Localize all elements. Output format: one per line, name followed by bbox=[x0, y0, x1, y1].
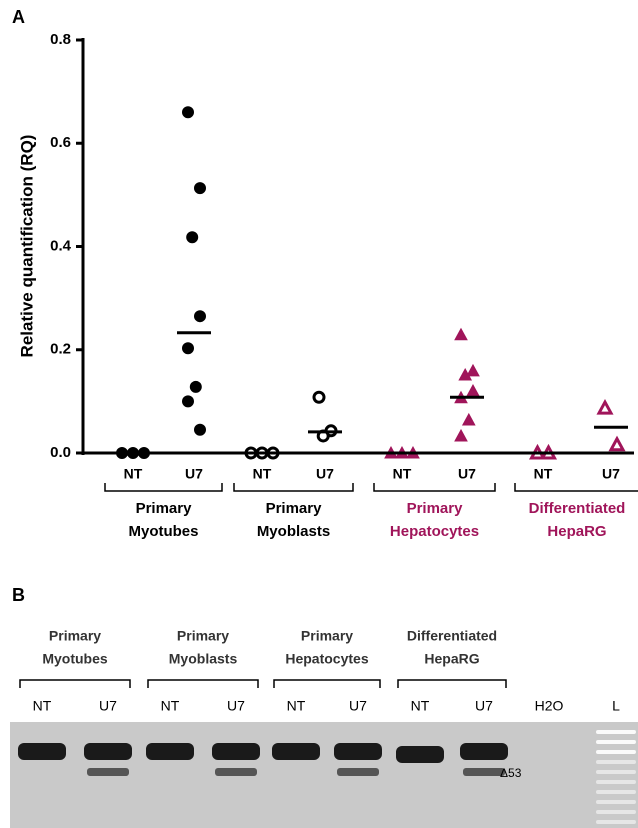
gel-bracket bbox=[19, 679, 131, 688]
data-point bbox=[194, 310, 206, 323]
y-tick-label: 0.4 bbox=[50, 237, 72, 254]
data-point bbox=[182, 106, 194, 119]
gel-band bbox=[272, 743, 320, 760]
group-label: Myoblasts bbox=[257, 523, 330, 540]
lane-label: L bbox=[612, 698, 620, 714]
category-label: NT bbox=[534, 466, 553, 482]
group-label: Differentiated bbox=[529, 500, 626, 517]
lane-label: NT bbox=[161, 698, 180, 714]
lane-label: U7 bbox=[349, 698, 367, 714]
category-label: U7 bbox=[602, 466, 620, 482]
ladder-band bbox=[596, 730, 636, 734]
ladder-band bbox=[596, 800, 636, 804]
data-point bbox=[189, 380, 202, 393]
data-point bbox=[466, 363, 480, 377]
data-point bbox=[182, 395, 194, 408]
y-tick-label: 0.2 bbox=[50, 341, 71, 358]
group-bracket bbox=[104, 483, 223, 492]
data-point bbox=[194, 182, 206, 195]
panel-label: B bbox=[12, 585, 25, 605]
category-label: U7 bbox=[185, 466, 203, 482]
ladder-band bbox=[596, 740, 636, 744]
group-bracket bbox=[514, 483, 638, 492]
group-label: Primary bbox=[136, 500, 193, 517]
gel-group-label: Differentiated bbox=[407, 628, 497, 644]
group-bracket bbox=[233, 483, 354, 492]
gel-band bbox=[146, 743, 194, 760]
group-bracket bbox=[373, 483, 496, 492]
band-label: Δ53 bbox=[500, 766, 522, 780]
data-point bbox=[182, 342, 194, 355]
gel-band bbox=[334, 743, 382, 760]
ladder-band bbox=[596, 760, 636, 764]
gel-band bbox=[212, 743, 260, 760]
ladder-band bbox=[596, 810, 636, 814]
gel-group-label: Primary bbox=[301, 628, 353, 644]
group-label: Primary bbox=[407, 500, 464, 517]
group-label: HepaRG bbox=[547, 523, 606, 540]
y-axis-title: Relative quantification (RQ) bbox=[17, 135, 36, 358]
gel-band bbox=[18, 743, 66, 760]
category-label: U7 bbox=[458, 466, 476, 482]
category-label: NT bbox=[253, 466, 272, 482]
lane-label: U7 bbox=[99, 698, 117, 714]
gel-band-small bbox=[337, 768, 379, 776]
gel-band-small bbox=[87, 768, 129, 776]
ladder-band bbox=[596, 780, 636, 784]
ladder-band bbox=[596, 790, 636, 794]
data-point bbox=[466, 384, 480, 397]
lane-label: H2O bbox=[535, 698, 564, 714]
data-point bbox=[194, 423, 206, 436]
lane-label: NT bbox=[287, 698, 306, 714]
gel-group-label: Myotubes bbox=[42, 651, 108, 667]
ladder-band bbox=[596, 770, 636, 774]
panel-label: A bbox=[12, 7, 25, 27]
group-label: Primary bbox=[266, 500, 323, 517]
category-label: NT bbox=[393, 466, 412, 482]
ladder-band bbox=[596, 750, 636, 754]
group-label: Myotubes bbox=[128, 523, 198, 540]
category-label: NT bbox=[124, 466, 143, 482]
gel-bracket bbox=[147, 679, 259, 688]
data-point bbox=[454, 327, 468, 341]
ladder-band bbox=[596, 820, 636, 824]
y-tick-label: 0.8 bbox=[50, 31, 71, 48]
category-label: U7 bbox=[316, 466, 334, 482]
data-point bbox=[454, 428, 468, 442]
data-point bbox=[458, 368, 473, 381]
y-tick-label: 0.0 bbox=[50, 444, 71, 461]
gel-band-small bbox=[463, 768, 505, 776]
gel-group-label: HepaRG bbox=[424, 651, 479, 667]
lane-label: NT bbox=[33, 698, 52, 714]
data-point bbox=[312, 390, 326, 404]
gel-bracket bbox=[273, 679, 381, 688]
gel-group-label: Primary bbox=[49, 628, 101, 644]
data-point bbox=[608, 435, 626, 452]
gel-group-label: Myoblasts bbox=[169, 651, 238, 667]
gel-group-label: Primary bbox=[177, 628, 229, 644]
data-point bbox=[461, 412, 476, 426]
gel-group-label: Hepatocytes bbox=[285, 651, 368, 667]
gel-band bbox=[460, 743, 508, 760]
data-point bbox=[186, 231, 199, 244]
lane-label: U7 bbox=[475, 698, 493, 714]
gel-band bbox=[84, 743, 132, 760]
data-point bbox=[596, 398, 614, 415]
gel-bracket bbox=[397, 679, 507, 688]
gel-band bbox=[396, 746, 444, 763]
group-label: Hepatocytes bbox=[390, 523, 479, 540]
y-tick-label: 0.6 bbox=[50, 134, 71, 151]
gel-band-small bbox=[215, 768, 257, 776]
lane-label: U7 bbox=[227, 698, 245, 714]
lane-label: NT bbox=[411, 698, 430, 714]
